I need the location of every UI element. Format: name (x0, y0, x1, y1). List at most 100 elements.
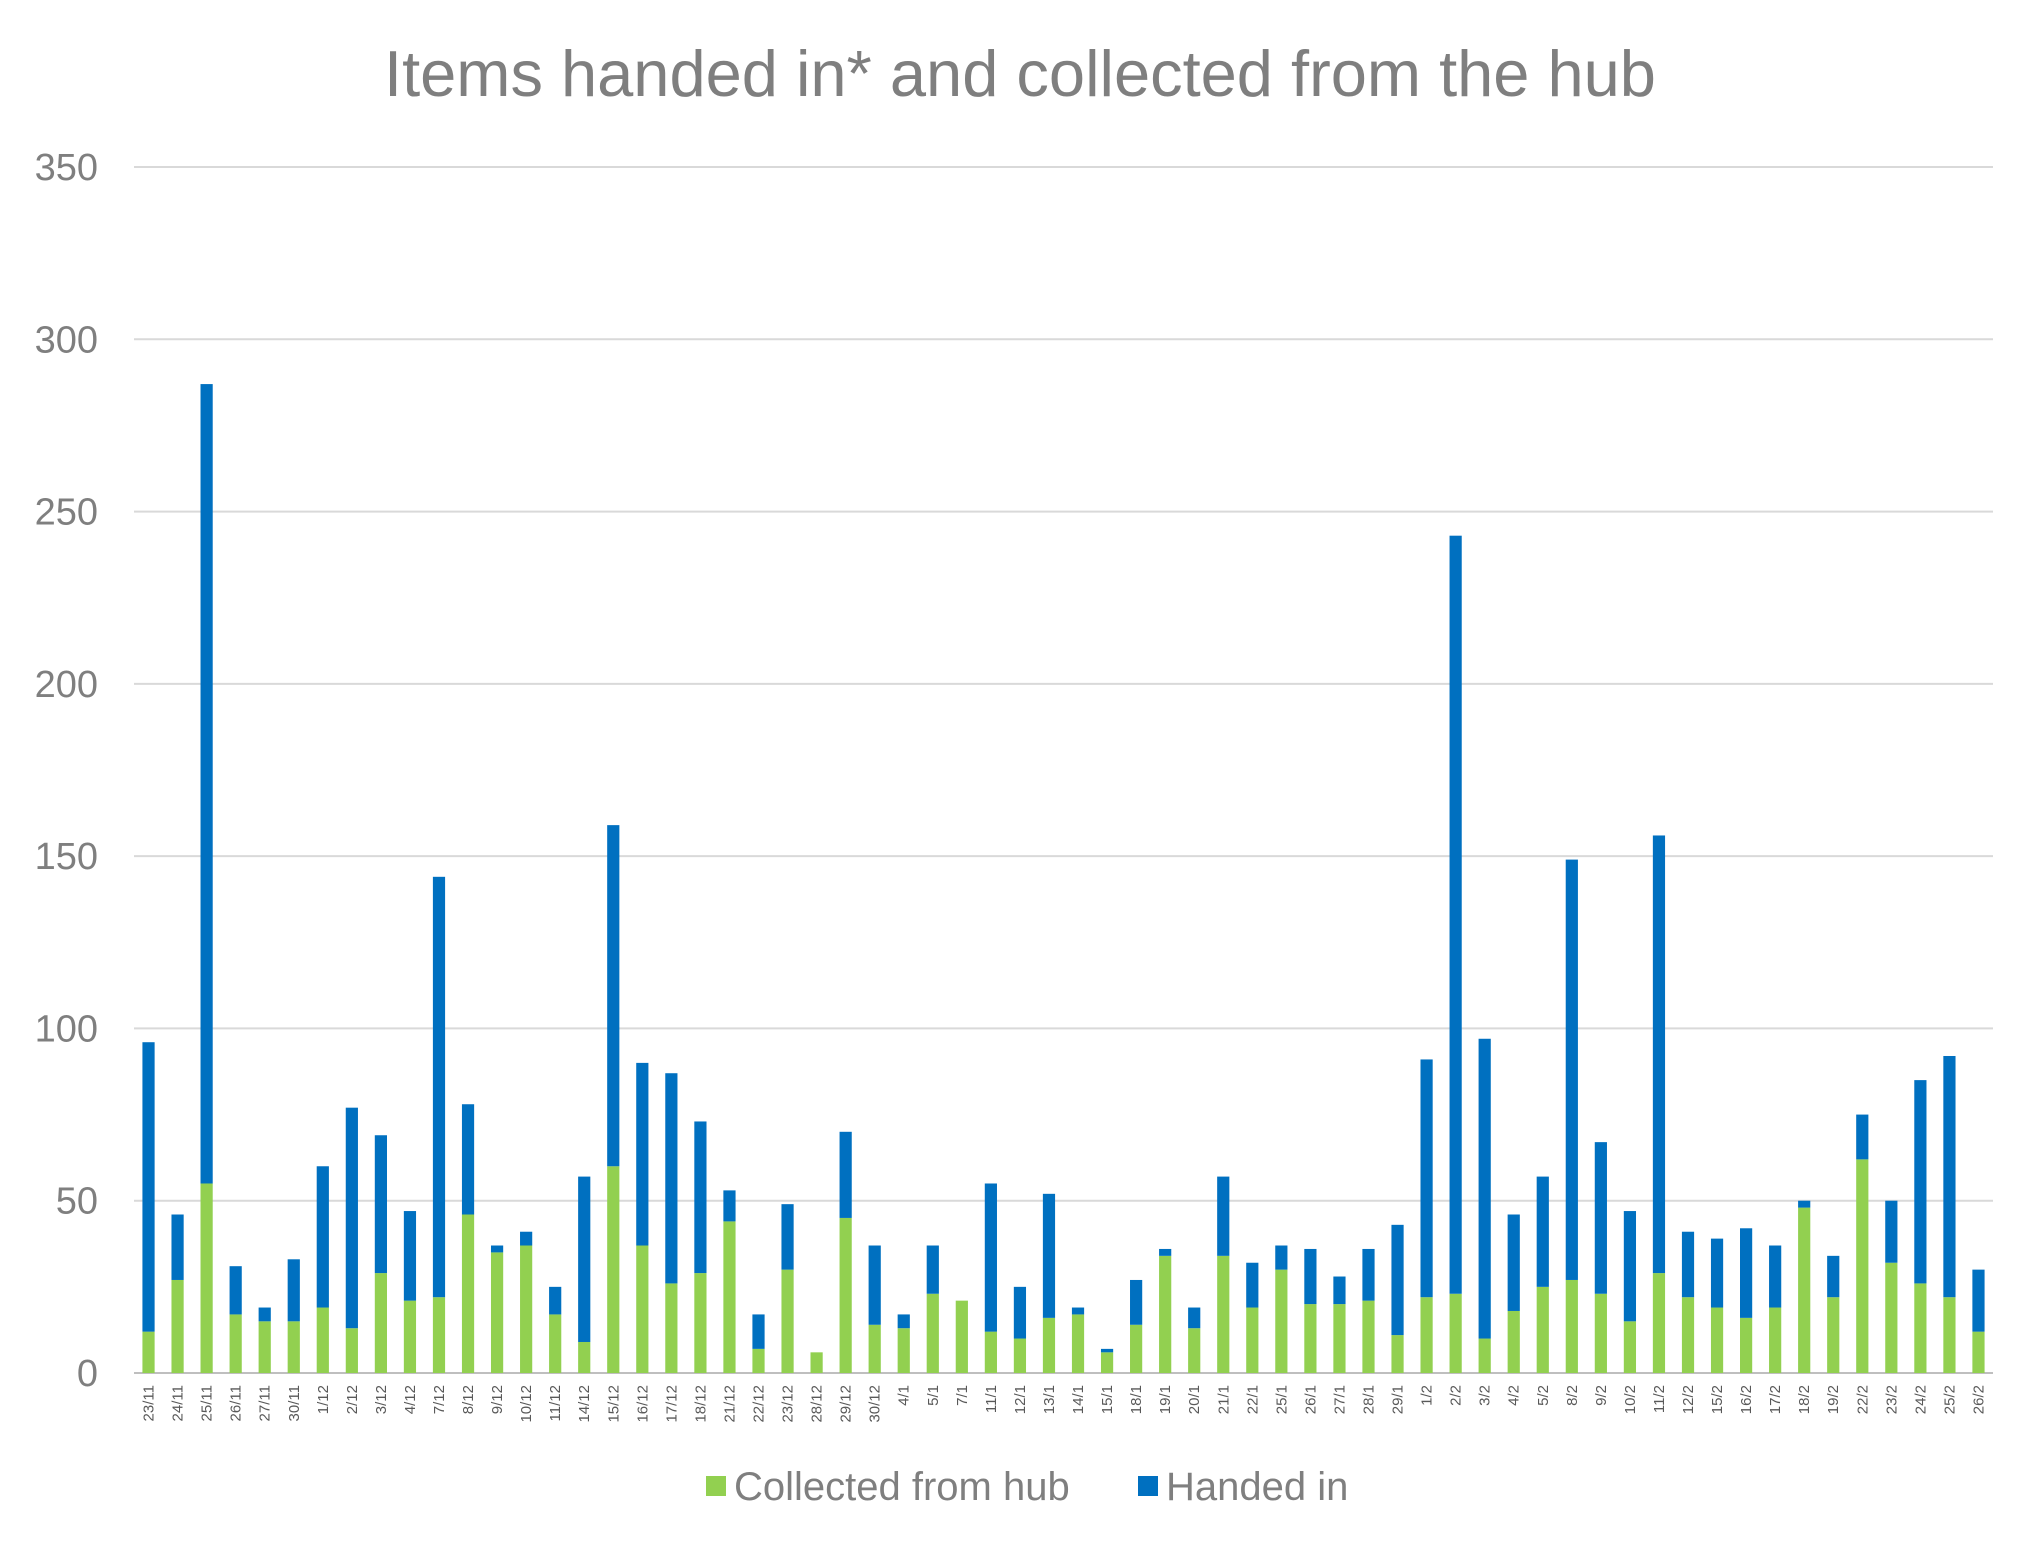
bar-collected (1769, 1307, 1782, 1373)
x-tick-label: 17/2 (1767, 1385, 1784, 1414)
x-tick-label: 22/2 (1854, 1385, 1871, 1414)
x-tick-label: 2/2 (1448, 1385, 1465, 1406)
y-tick-label: 200 (35, 664, 98, 706)
x-tick-label: 25/1 (1273, 1385, 1290, 1414)
x-tick-label: 8/2 (1564, 1385, 1581, 1406)
bar-collected (1071, 1314, 1085, 1373)
bar-handed-in (694, 1121, 707, 1274)
y-tick-label: 50 (56, 1181, 98, 1223)
x-tick-label: 22/12 (751, 1385, 768, 1423)
x-tick-label: 8/12 (460, 1385, 477, 1414)
bar-handed-in (984, 1183, 997, 1332)
gridlines (134, 166, 1993, 1374)
x-tick-label: 23/12 (780, 1385, 797, 1423)
x-tick-label: 27/1 (1331, 1385, 1348, 1414)
x-tick-label: 13/1 (1041, 1385, 1058, 1414)
bar-collected (1100, 1352, 1114, 1373)
x-tick-label: 7/12 (431, 1385, 448, 1414)
bar-handed-in (520, 1231, 533, 1246)
bar-handed-in (258, 1307, 271, 1322)
bar-collected (549, 1314, 562, 1373)
x-tick-label: 11/12 (547, 1385, 564, 1421)
bar-collected (1042, 1317, 1056, 1373)
bar-collected (403, 1300, 417, 1373)
bar-collected (868, 1324, 881, 1373)
bar-collected (1478, 1338, 1491, 1373)
y-tick-label: 300 (35, 319, 98, 361)
y-tick-label: 250 (35, 492, 98, 534)
x-tick-label: 25/2 (1941, 1385, 1958, 1414)
x-tick-label: 24/11 (170, 1385, 187, 1421)
x-tick-label: 14/1 (1070, 1385, 1087, 1414)
bar-handed-in (1130, 1279, 1143, 1325)
bar-collected (490, 1252, 504, 1373)
x-tick-label: 30/11 (286, 1385, 303, 1421)
x-tick-label: 9/2 (1593, 1385, 1610, 1406)
bar-collected (1594, 1293, 1607, 1373)
x-tick-label: 17/12 (663, 1385, 680, 1423)
bar-handed-in (578, 1176, 591, 1342)
bar-collected (171, 1279, 184, 1373)
x-tick-label: 21/12 (721, 1385, 738, 1423)
bar-collected (1943, 1297, 1956, 1373)
x-tick-label: 19/1 (1157, 1385, 1174, 1414)
bar-collected (432, 1297, 446, 1373)
bar-handed-in (1217, 1176, 1230, 1256)
bar-handed-in (345, 1107, 358, 1329)
legend-swatch-collected (706, 1476, 726, 1496)
x-tick-label: 11/2 (1651, 1385, 1668, 1413)
bar-collected (1217, 1255, 1230, 1373)
bar-handed-in (200, 384, 213, 1184)
bar-collected (1362, 1300, 1375, 1373)
bar-collected (316, 1307, 329, 1373)
x-tick-label: 16/12 (634, 1385, 651, 1423)
bar-handed-in (1100, 1348, 1114, 1353)
bar-handed-in (142, 1042, 155, 1332)
bar-handed-in (1681, 1231, 1695, 1298)
x-tick-label: 28/1 (1360, 1385, 1377, 1414)
bar-collected (1013, 1338, 1027, 1373)
x-tick-label: 18/1 (1128, 1385, 1145, 1414)
bar-collected (1740, 1317, 1753, 1373)
bar-handed-in (1449, 535, 1462, 1294)
bar-handed-in (1304, 1248, 1317, 1305)
bar-handed-in (752, 1314, 765, 1349)
x-tick-label: 29/12 (838, 1385, 855, 1423)
bar-handed-in (549, 1286, 562, 1315)
bar-collected (1710, 1307, 1724, 1373)
bar-collected (1536, 1286, 1549, 1373)
bar-handed-in (1565, 859, 1578, 1280)
bar-handed-in (1246, 1262, 1259, 1308)
bar-handed-in (781, 1204, 794, 1270)
bar-handed-in (1652, 835, 1666, 1274)
x-tick-label: 15/2 (1709, 1385, 1726, 1414)
x-tick-label: 24/2 (1912, 1385, 1929, 1414)
x-tick-label: 3/2 (1477, 1385, 1494, 1406)
bar-handed-in (1159, 1248, 1172, 1256)
bar-collected (578, 1341, 591, 1373)
y-axis: 0 50 100 150 200 250 300 350 (35, 147, 98, 1395)
x-tick-label: 11/1 (983, 1385, 1000, 1413)
bar-handed-in (1071, 1307, 1085, 1315)
bars (142, 384, 1985, 1373)
bar-handed-in (1188, 1307, 1201, 1329)
bar-handed-in (229, 1266, 242, 1315)
x-tick-label: 23/11 (141, 1385, 158, 1421)
bar-handed-in (432, 876, 446, 1298)
bar-handed-in (665, 1073, 678, 1284)
bar-collected (1188, 1328, 1201, 1373)
x-tick-label: 1/12 (315, 1385, 332, 1414)
bar-collected (520, 1245, 533, 1373)
bar-handed-in (1798, 1200, 1811, 1208)
bar-collected (955, 1300, 968, 1373)
x-tick-label: 26/2 (1970, 1385, 1987, 1414)
bar-handed-in (1420, 1059, 1433, 1298)
bar-collected (723, 1221, 736, 1373)
bar-handed-in (926, 1245, 939, 1294)
bar-collected (1391, 1335, 1404, 1373)
x-tick-label: 4/1 (896, 1385, 913, 1406)
x-tick-label: 18/2 (1796, 1385, 1813, 1414)
bar-collected (607, 1166, 620, 1373)
bar-collected (810, 1352, 823, 1373)
x-tick-label: 10/12 (518, 1385, 535, 1423)
